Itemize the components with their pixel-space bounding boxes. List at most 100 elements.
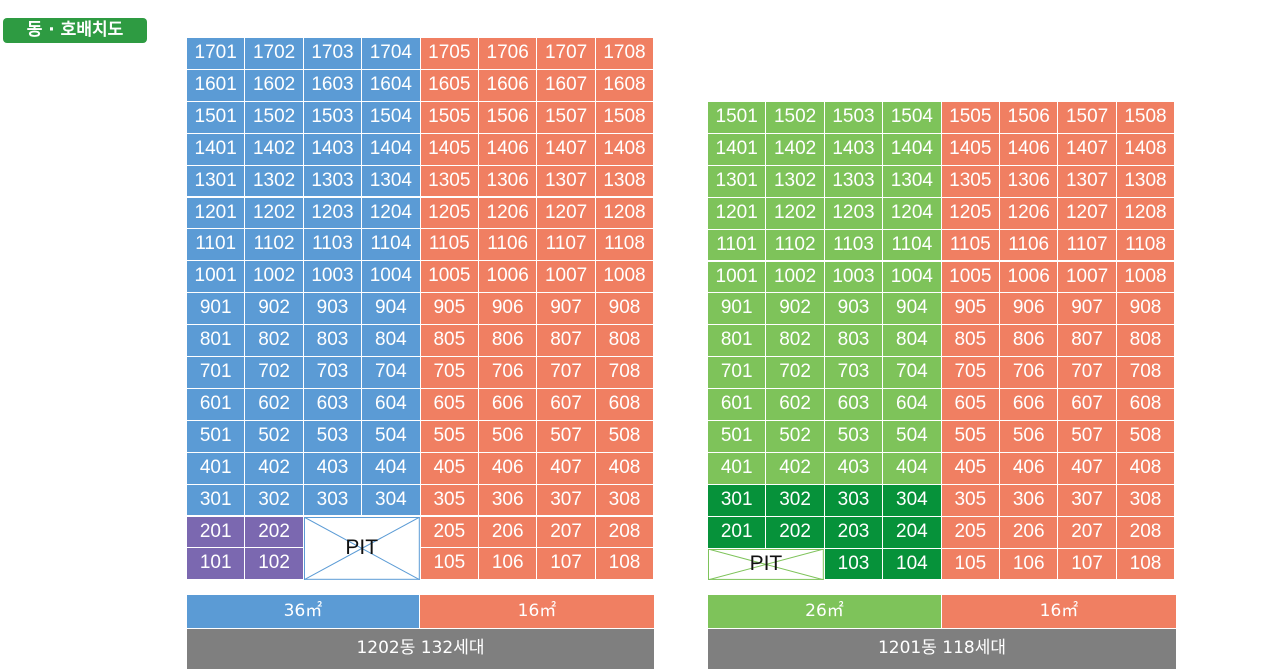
unit-1202-1503: 1503 (303, 101, 363, 134)
unit-1201-405: 405 (941, 452, 1000, 485)
unit-1201-407: 407 (1058, 452, 1117, 485)
unit-1202-604: 604 (362, 388, 421, 421)
unit-1202-902: 902 (245, 293, 304, 326)
unit-1202-1405: 1405 (420, 133, 479, 166)
unit-1201-607: 607 (1058, 389, 1117, 421)
unit-1202-1007: 1007 (537, 261, 596, 294)
unit-1202-1001: 1001 (187, 261, 246, 294)
unit-1201-1306: 1306 (1000, 165, 1059, 198)
unit-1202-705: 705 (420, 357, 479, 389)
pit-area-1201: PIT (708, 548, 825, 581)
unit-1202-1204: 1204 (362, 197, 421, 230)
unit-1202-503: 503 (303, 420, 363, 453)
unit-1202-1603: 1603 (303, 69, 363, 102)
unit-1202-905: 905 (420, 293, 479, 326)
unit-1202-1707: 1707 (537, 38, 596, 70)
unit-1201-703: 703 (824, 357, 884, 390)
unit-1202-407: 407 (537, 452, 596, 485)
unit-1202-1008: 1008 (595, 261, 655, 294)
unit-1201-106: 106 (1000, 548, 1059, 581)
unit-1202-1208: 1208 (595, 197, 655, 230)
unit-1201-1008: 1008 (1116, 261, 1176, 294)
unit-1202-1702: 1702 (245, 38, 304, 70)
unit-1202-1608: 1608 (595, 69, 655, 102)
unit-1202-1505: 1505 (420, 101, 479, 134)
unit-1202-1407: 1407 (537, 133, 596, 166)
unit-1201-1503: 1503 (824, 102, 884, 134)
unit-1201-1305: 1305 (941, 165, 1000, 198)
unit-1202-506: 506 (479, 420, 538, 453)
building-1201-summary: 1201동 118세대 (708, 629, 1176, 669)
unit-1201-602: 602 (766, 389, 825, 421)
unit-1201-901: 901 (708, 293, 767, 326)
unit-1202-402: 402 (245, 452, 304, 485)
unit-1202-1301: 1301 (187, 165, 246, 198)
unit-1201-1006: 1006 (1000, 261, 1059, 294)
unit-1201-1004: 1004 (883, 261, 942, 294)
building-1202-summary: 1202동 132세대 (187, 629, 654, 669)
unit-1201-305: 305 (941, 484, 1000, 517)
unit-1201-1408: 1408 (1116, 133, 1176, 166)
unit-1201-1207: 1207 (1058, 197, 1117, 230)
unit-1201-1402: 1402 (766, 133, 825, 166)
unit-1202-1706: 1706 (479, 38, 538, 70)
unit-1201-908: 908 (1116, 293, 1176, 326)
unit-1202-1602: 1602 (245, 69, 304, 102)
unit-1201-1401: 1401 (708, 133, 767, 166)
unit-1202-1308: 1308 (595, 165, 655, 198)
unit-1202-205: 205 (420, 516, 479, 549)
unit-1201-402: 402 (766, 452, 825, 485)
unit-1201-205: 205 (941, 516, 1000, 549)
unit-1202-1203: 1203 (303, 197, 363, 230)
unit-1202-903: 903 (303, 293, 363, 326)
unit-1201-1203: 1203 (824, 197, 884, 230)
unit-1202-1406: 1406 (479, 133, 538, 166)
unit-1202-1004: 1004 (362, 261, 421, 294)
unit-1201-604: 604 (883, 389, 942, 421)
unit-1202-504: 504 (362, 420, 421, 453)
unit-1202-102: 102 (245, 548, 304, 581)
type-label-36: 36㎡ (187, 595, 420, 628)
unit-1201-1107: 1107 (1058, 229, 1117, 262)
unit-1202-603: 603 (303, 388, 363, 421)
unit-1202-502: 502 (245, 420, 304, 453)
unit-1201-1406: 1406 (1000, 133, 1059, 166)
unit-1202-303: 303 (303, 484, 363, 517)
unit-1202-602: 602 (245, 388, 304, 421)
unit-1202-307: 307 (537, 484, 596, 517)
unit-1202-807: 807 (537, 325, 596, 357)
unit-1202-904: 904 (362, 293, 421, 326)
unit-1201-1003: 1003 (824, 261, 884, 294)
unit-1202-1501: 1501 (187, 101, 246, 134)
unit-1202-1703: 1703 (303, 38, 363, 70)
unit-1201-1205: 1205 (941, 197, 1000, 230)
unit-1201-1405: 1405 (941, 133, 1000, 166)
unit-1202-108: 108 (595, 548, 655, 581)
unit-1201-1102: 1102 (766, 229, 825, 262)
unit-1201-905: 905 (941, 293, 1000, 326)
unit-1202-1408: 1408 (595, 133, 655, 166)
unit-1201-307: 307 (1058, 484, 1117, 517)
unit-1201-403: 403 (824, 452, 884, 485)
unit-1202-403: 403 (303, 452, 363, 485)
unit-1202-301: 301 (187, 484, 246, 517)
unit-1202-406: 406 (479, 452, 538, 485)
unit-1201-201: 201 (708, 516, 767, 549)
unit-1202-302: 302 (245, 484, 304, 517)
unit-1202-608: 608 (595, 388, 655, 421)
unit-1202-1005: 1005 (420, 261, 479, 294)
unit-1202-1601: 1601 (187, 69, 246, 102)
unit-1202-505: 505 (420, 420, 479, 453)
unit-1202-1206: 1206 (479, 197, 538, 230)
unit-1202-1606: 1606 (479, 69, 538, 102)
unit-1201-803: 803 (824, 325, 884, 358)
unit-1202-1704: 1704 (362, 38, 421, 70)
unit-1201-608: 608 (1116, 389, 1176, 421)
unit-1202-802: 802 (245, 325, 304, 357)
type-label-26: 26㎡ (708, 595, 942, 628)
unit-1202-707: 707 (537, 357, 596, 389)
unit-1202-906: 906 (479, 293, 538, 326)
unit-1202-1507: 1507 (537, 101, 596, 134)
unit-1201-1308: 1308 (1116, 165, 1176, 198)
unit-1202-1107: 1107 (537, 229, 596, 262)
